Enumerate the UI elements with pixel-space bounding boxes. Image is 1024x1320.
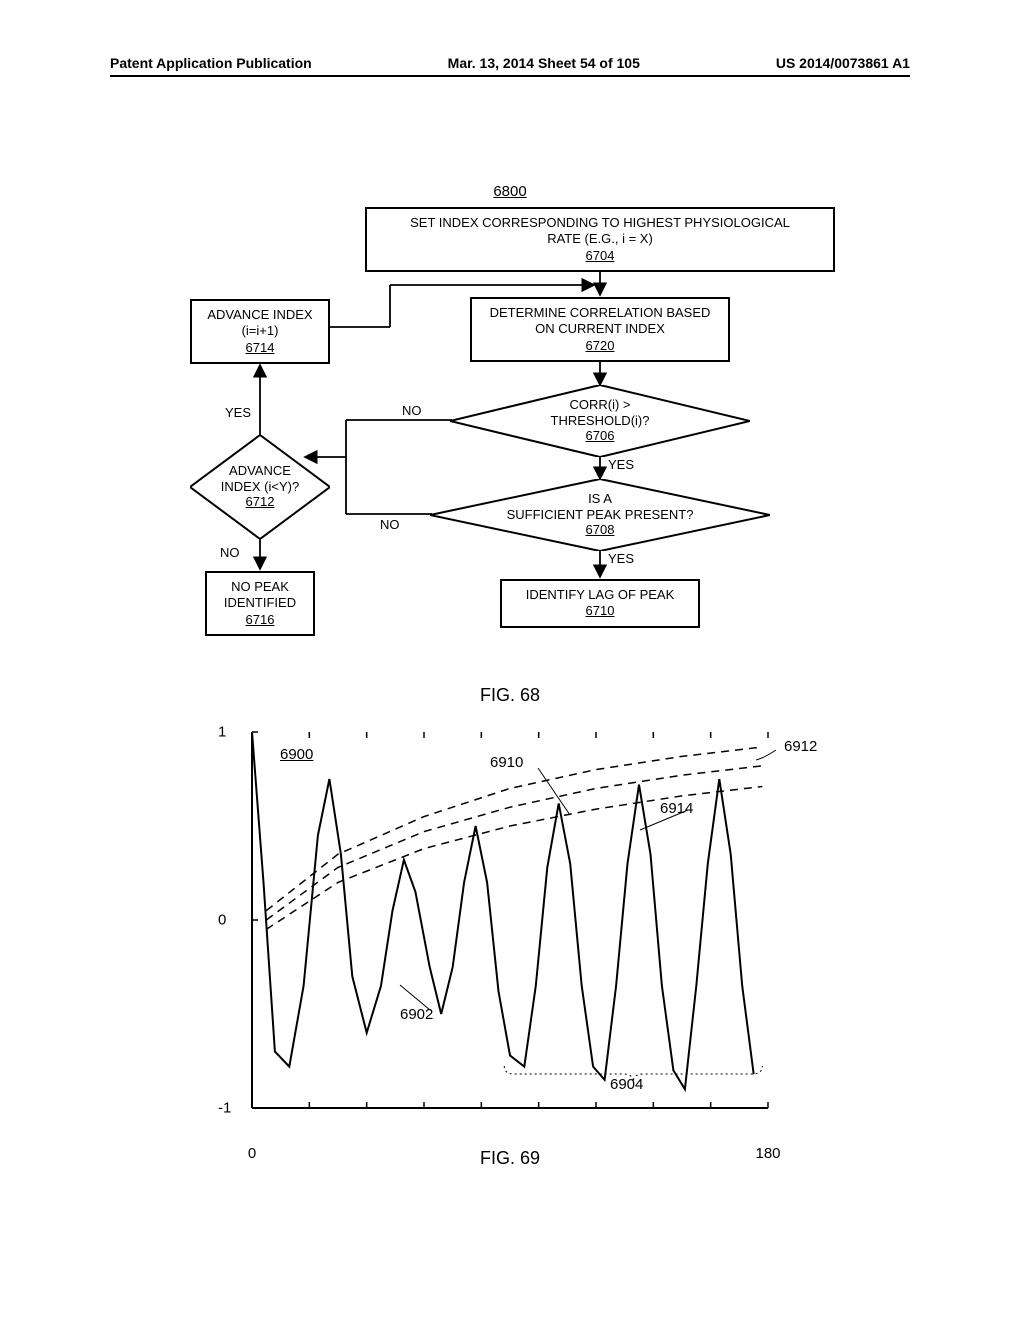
box-identify-lag-text: IDENTIFY LAG OF PEAK [510, 587, 690, 603]
box-advance-index-text: ADVANCE INDEX (i=i+1) [200, 307, 320, 340]
diamond-advance-check: ADVANCE INDEX (i<Y)? 6712 [190, 435, 330, 539]
box-identify-lag: IDENTIFY LAG OF PEAK 6710 [500, 579, 700, 628]
box-no-peak: NO PEAK IDENTIFIED 6716 [205, 571, 315, 636]
ytick-0: 0 [218, 912, 226, 929]
box-determine-corr-text: DETERMINE CORRELATION BASED ON CURRENT I… [480, 305, 720, 338]
chart-fig69: 1 0 -1 0 180 6900 6910 6912 6914 6902 69… [240, 720, 780, 1140]
ytick-m1: -1 [218, 1100, 231, 1117]
ytick-1: 1 [218, 724, 226, 741]
ann-6900: 6900 [280, 746, 313, 763]
header-center: Mar. 13, 2014 Sheet 54 of 105 [448, 55, 640, 71]
label-no-6706: NO [402, 403, 422, 418]
label-no-6712: NO [220, 545, 240, 560]
flowchart-fig68: 6800 [170, 207, 850, 677]
label-yes-6708: YES [608, 551, 634, 566]
box-no-peak-ref: 6716 [215, 612, 305, 628]
header-right: US 2014/0073861 A1 [776, 55, 910, 71]
flowchart-ref: 6800 [493, 183, 526, 200]
box-set-index-ref: 6704 [375, 248, 825, 264]
diamond-peak-present-ref: 6708 [430, 522, 770, 538]
header-left: Patent Application Publication [110, 55, 312, 71]
box-determine-corr: DETERMINE CORRELATION BASED ON CURRENT I… [470, 297, 730, 362]
box-determine-corr-ref: 6720 [480, 338, 720, 354]
diamond-corr-threshold-ref: 6706 [450, 428, 750, 444]
diamond-advance-check-ref: 6712 [190, 494, 330, 510]
xtick-180: 180 [755, 1145, 780, 1162]
ann-6904: 6904 [610, 1076, 643, 1093]
diamond-advance-check-text: ADVANCE INDEX (i<Y)? [190, 463, 330, 494]
box-no-peak-text: NO PEAK IDENTIFIED [215, 579, 305, 612]
diamond-corr-threshold-text: CORR(i) > THRESHOLD(i)? [450, 397, 750, 428]
box-advance-index: ADVANCE INDEX (i=i+1) 6714 [190, 299, 330, 364]
ann-6902: 6902 [400, 1006, 433, 1023]
chart-svg [240, 720, 780, 1120]
diamond-peak-present: IS A SUFFICIENT PEAK PRESENT? 6708 [430, 479, 770, 551]
label-yes-6712: YES [225, 405, 251, 420]
fig68-caption: FIG. 68 [110, 685, 910, 706]
page-header: Patent Application Publication Mar. 13, … [110, 55, 910, 77]
box-set-index: SET INDEX CORRESPONDING TO HIGHEST PHYSI… [365, 207, 835, 272]
box-identify-lag-ref: 6710 [510, 603, 690, 619]
ann-6912: 6912 [784, 738, 817, 755]
xtick-0: 0 [248, 1145, 256, 1162]
fig69-caption: FIG. 69 [110, 1148, 910, 1169]
box-set-index-text: SET INDEX CORRESPONDING TO HIGHEST PHYSI… [375, 215, 825, 248]
diamond-peak-present-text: IS A SUFFICIENT PEAK PRESENT? [430, 491, 770, 522]
box-advance-index-ref: 6714 [200, 340, 320, 356]
label-yes-6706: YES [608, 457, 634, 472]
page: Patent Application Publication Mar. 13, … [110, 55, 910, 1169]
label-no-6708: NO [380, 517, 400, 532]
ann-6914: 6914 [660, 800, 693, 817]
diamond-corr-threshold: CORR(i) > THRESHOLD(i)? 6706 [450, 385, 750, 457]
ann-6910: 6910 [490, 754, 523, 771]
